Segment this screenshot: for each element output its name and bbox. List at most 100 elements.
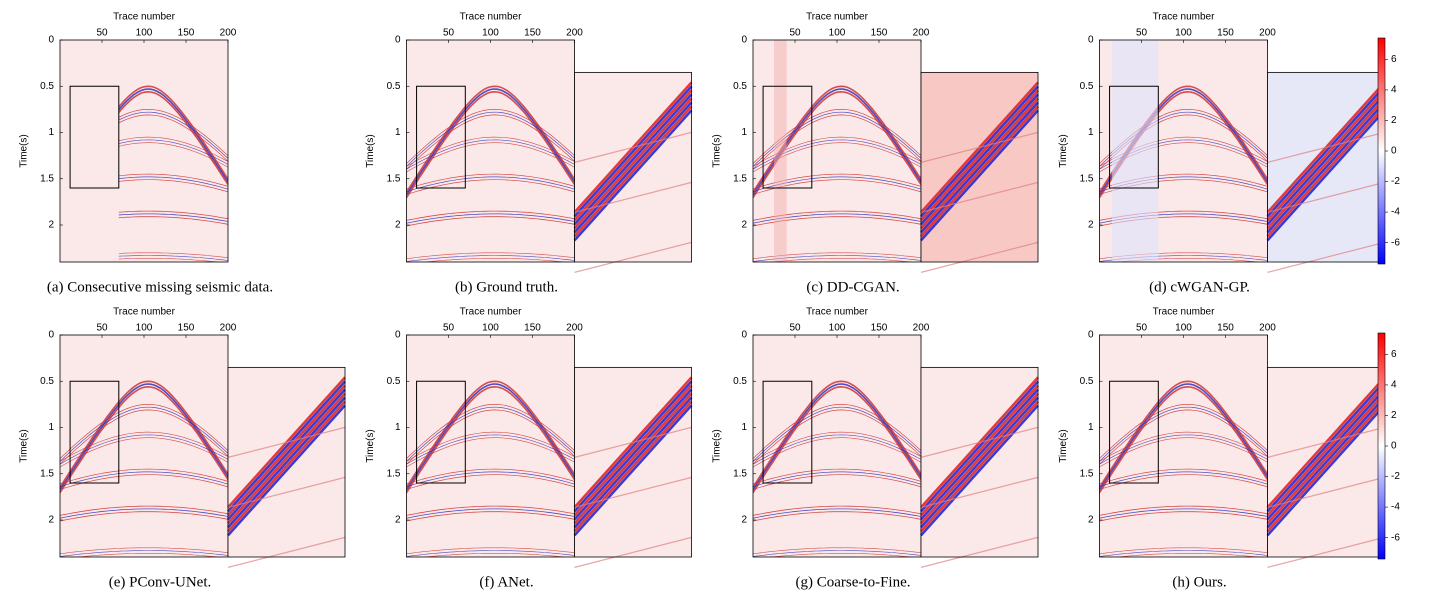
seismic-event [1099, 508, 1268, 519]
inset-event [920, 131, 1039, 163]
y-tick-label: 0 [741, 330, 747, 341]
inset-event [574, 476, 692, 508]
x-tick-label: 100 [482, 28, 499, 39]
inset-event [573, 101, 693, 234]
inset-event [573, 396, 693, 529]
inset-event [920, 101, 1039, 234]
inset-event [920, 241, 1039, 273]
seismic-event [1099, 547, 1268, 555]
x-tick-label: 50 [443, 323, 455, 334]
inset-event [920, 426, 1039, 458]
seismic-events [753, 40, 921, 262]
seismic-event [753, 550, 921, 557]
seismic-event [753, 409, 921, 465]
seismic-event [406, 511, 575, 522]
zoom-inset [920, 366, 1039, 568]
y-tick-label: 1 [395, 422, 401, 433]
zoom-inset [1266, 71, 1386, 273]
seismic-event [753, 383, 921, 491]
inset-event [1267, 536, 1385, 568]
seismic-event [406, 471, 575, 488]
y-tick-label: 0 [1088, 330, 1094, 341]
inset-event [227, 400, 346, 533]
inset-event [920, 392, 1039, 525]
seismic-event [406, 406, 575, 462]
seismic-event [406, 176, 575, 193]
y-tick-label: 0.5 [40, 81, 54, 92]
inset-event [920, 388, 1039, 521]
inset-event [573, 93, 693, 226]
y-tick-label: 1 [1088, 127, 1094, 138]
seismic-event [753, 505, 921, 516]
inset-event [227, 404, 346, 537]
colorbar-tick-label: 0 [1391, 441, 1397, 452]
y-tick-label: 2 [741, 515, 747, 526]
zoom-box [69, 380, 120, 484]
seismic-event [406, 474, 575, 490]
y-tick-label: 2 [395, 220, 401, 231]
y-tick-label: 0 [741, 35, 747, 46]
y-tick-label: 2 [1088, 220, 1094, 231]
seismic-event [406, 508, 575, 519]
inset-event [573, 384, 693, 517]
x-tick-label: 50 [1136, 323, 1148, 334]
x-tick-label: 200 [913, 323, 930, 334]
y-axis-label: Time(s) [365, 134, 376, 168]
seismic-image [406, 40, 575, 262]
x-axis-label: Trace number [460, 12, 523, 23]
seismic-event [60, 431, 228, 462]
caption: (b) Ground truth. [455, 279, 558, 295]
seismic-event [769, 553, 913, 557]
inset-event [920, 181, 1039, 213]
y-tick-label: 1 [1088, 422, 1094, 433]
caption: (f) ANet. [479, 574, 533, 590]
x-tick-label: 150 [871, 28, 888, 39]
inset-event [920, 384, 1039, 517]
seismic-event [753, 511, 921, 522]
caption: (a) Consecutive missing seismic data. [47, 279, 273, 295]
zoom-box [1109, 380, 1159, 484]
seismic-event [60, 437, 228, 468]
x-tick-label: 150 [524, 28, 541, 39]
x-tick-label: 100 [482, 323, 499, 334]
y-axis-label: Time(s) [1058, 429, 1069, 463]
caption: (h) Ours. [1172, 574, 1226, 590]
colorbar-tick-label: 6 [1391, 54, 1397, 65]
x-tick-label: 150 [178, 28, 195, 39]
colorbar-tick-label: -6 [1391, 532, 1400, 543]
inset-event [573, 404, 693, 537]
x-axis-label: Trace number [1153, 12, 1216, 23]
subfigure: 50 100 150 200 0 0.5 1 1.5 2 Trace number Time(s) (… [1058, 307, 1400, 591]
seismic-event [1099, 474, 1268, 490]
x-axis-label: Trace number [460, 307, 523, 318]
seismic-event [406, 111, 575, 167]
x-tick-label: 50 [789, 28, 801, 39]
seismic-event [406, 109, 575, 164]
seismic-image [60, 335, 228, 557]
inset-event [1267, 241, 1385, 273]
inset-event [573, 97, 693, 230]
x-tick-label: 100 [1175, 28, 1192, 39]
subfigure: 50 100 150 200 0 0.5 1 1.5 2 Trace number Time(s) (… [1058, 12, 1400, 296]
seismic-event [406, 437, 575, 468]
colorbar-tick-label: 6 [1391, 349, 1397, 360]
x-tick-label: 200 [1259, 28, 1276, 39]
colorbar-tick-label: 0 [1391, 146, 1397, 157]
y-axis-label: Time(s) [712, 429, 723, 463]
y-axis-label: Time(s) [365, 429, 376, 463]
inset-event [1266, 89, 1386, 222]
seismic-event [60, 383, 228, 491]
inset-event [1267, 181, 1385, 213]
inset-event [1266, 97, 1386, 230]
y-axis-label: Time(s) [19, 429, 30, 463]
y-tick-label: 2 [48, 220, 54, 231]
seismic-event [406, 210, 575, 221]
seismic-event [753, 406, 921, 462]
colorbar-tick-label: 2 [1391, 115, 1397, 126]
inset-event [574, 131, 692, 163]
y-tick-label: 1 [48, 422, 54, 433]
seismic-event [1099, 550, 1268, 557]
inset-frame [920, 71, 1039, 263]
seismic-event [1116, 553, 1260, 557]
seismic-event [406, 88, 575, 196]
